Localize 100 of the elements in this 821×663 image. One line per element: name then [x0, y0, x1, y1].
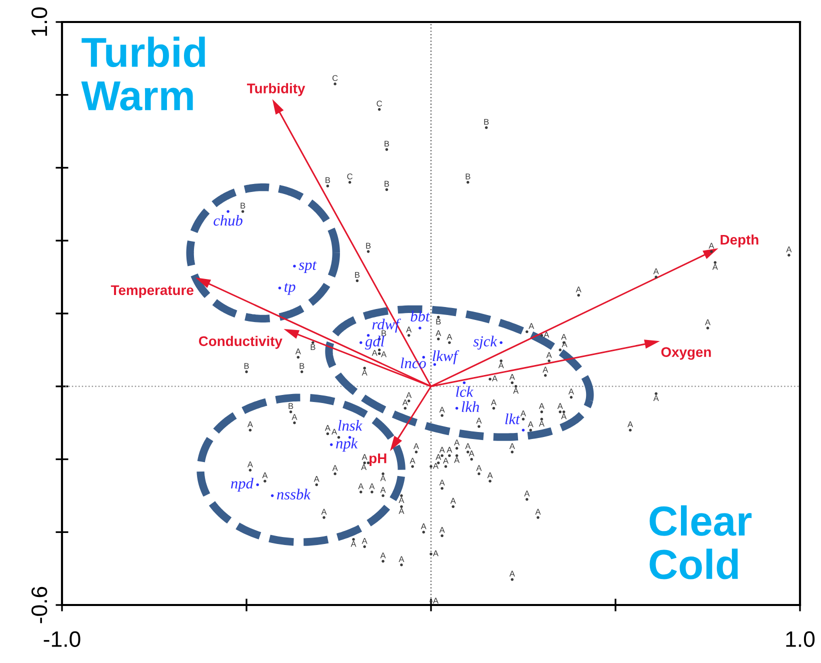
text: A: [509, 570, 515, 577]
text: B: [326, 177, 330, 183]
annotation: pH: [370, 454, 386, 466]
text: C: [376, 100, 382, 107]
point: [455, 406, 458, 410]
text: A: [362, 370, 368, 376]
point: [256, 483, 259, 486]
text: A: [247, 421, 253, 428]
text: A: [712, 264, 718, 270]
text: B: [384, 140, 390, 147]
y-tick-label: -0.6: [31, 586, 48, 624]
text: A: [542, 366, 548, 372]
text: A: [561, 334, 567, 340]
text: A: [420, 523, 426, 530]
text: B: [288, 403, 294, 409]
text: A: [465, 443, 471, 449]
text: A: [450, 498, 456, 504]
point: [245, 370, 248, 374]
text: A: [653, 395, 659, 401]
text: A: [324, 425, 330, 431]
text: A: [576, 286, 582, 292]
text: A: [358, 483, 364, 490]
data-label: npk: [336, 438, 358, 452]
text: A: [380, 552, 386, 558]
text: A: [350, 540, 356, 547]
text: A: [432, 462, 438, 469]
point: [270, 494, 274, 498]
x-tick-label: -1.0: [44, 631, 80, 648]
point: [293, 264, 296, 268]
point: [278, 286, 282, 290]
point: [418, 326, 422, 330]
text: A: [704, 319, 711, 326]
text: A: [380, 475, 386, 482]
text: A: [332, 465, 338, 471]
point: [522, 428, 525, 432]
text: B: [244, 363, 249, 369]
text: A: [492, 376, 498, 382]
text: B: [300, 363, 304, 369]
text: A: [446, 334, 452, 340]
text: A: [381, 351, 387, 358]
annotation: Clear Cold: [650, 505, 752, 580]
point: [226, 210, 230, 213]
text: A: [443, 458, 449, 464]
data-label: tp: [284, 283, 296, 295]
point: [378, 108, 381, 111]
text: A: [436, 454, 442, 460]
text: A: [436, 330, 442, 336]
annotation: Conductivity: [198, 336, 282, 349]
text: A: [432, 598, 438, 604]
text: A: [432, 550, 438, 556]
text: A: [321, 508, 327, 515]
data-label: npd: [231, 478, 254, 492]
text: A: [513, 388, 519, 394]
text: A: [410, 458, 416, 464]
data-label: lck: [456, 386, 474, 397]
text: A: [362, 538, 368, 544]
text: A: [402, 400, 408, 406]
text: B: [466, 174, 470, 180]
text: A: [380, 486, 386, 493]
series-label: B: [310, 344, 316, 350]
text: A: [487, 472, 493, 478]
data-label: nssbk: [277, 488, 311, 500]
point: [484, 126, 488, 130]
text: A: [544, 332, 550, 338]
point: [348, 180, 352, 184]
text: B: [436, 318, 441, 324]
text: A: [538, 420, 544, 426]
text: A: [406, 326, 412, 332]
annotation: Turbidity: [246, 83, 306, 96]
text: A: [561, 413, 567, 420]
text: A: [546, 352, 552, 358]
text: A: [476, 418, 482, 424]
text: A: [653, 268, 659, 274]
text: A: [439, 446, 445, 453]
annotation: Oxygen: [661, 347, 711, 360]
text: B: [240, 202, 246, 208]
data-label: gdl: [365, 336, 384, 350]
text: C: [332, 75, 338, 82]
text: A: [498, 362, 504, 368]
text: A: [398, 508, 404, 514]
text: A: [786, 246, 792, 252]
text: A: [528, 323, 534, 329]
text: A: [439, 480, 445, 486]
point: [300, 370, 304, 374]
text: A: [454, 440, 460, 446]
text: A: [439, 406, 445, 413]
text: A: [292, 414, 298, 420]
point: [326, 184, 330, 188]
text: A: [369, 483, 375, 490]
text: A: [406, 392, 412, 398]
text: A: [362, 454, 368, 460]
annotation: Temperature: [110, 285, 194, 298]
text: A: [314, 476, 320, 482]
data-label: lkh: [462, 401, 480, 412]
point: [334, 82, 336, 86]
text: A: [476, 465, 482, 471]
text: A: [398, 556, 404, 562]
data-label: sjck: [473, 336, 498, 350]
data-label: spt: [298, 261, 317, 274]
text: A: [538, 403, 544, 409]
